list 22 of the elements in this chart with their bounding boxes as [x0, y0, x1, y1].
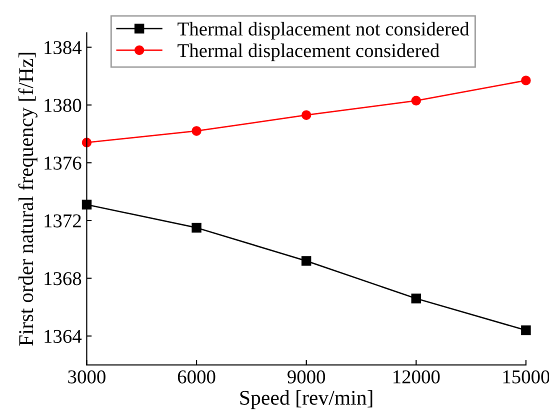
y-tick-label: 1364 — [44, 330, 82, 343]
x-tick-label: 3000 — [68, 370, 106, 384]
point — [521, 76, 531, 86]
point — [411, 96, 422, 106]
x-tick-label: 12000 — [394, 370, 440, 384]
y-tick-label: 1368 — [44, 272, 82, 286]
legend-label: Thermal displacement not considered — [178, 22, 470, 40]
x-tick-label: 6000 — [178, 370, 216, 384]
point — [411, 294, 422, 304]
point — [192, 222, 202, 233]
point — [301, 110, 312, 120]
point — [301, 256, 312, 266]
x-tick-label: 9000 — [288, 370, 326, 384]
y-axis-title: First order natural frequency [f/Hz] — [18, 52, 38, 346]
y-tick-label: 1384 — [44, 41, 82, 54]
y-tick-label: 1372 — [44, 214, 81, 228]
x-axis-title: Speed [rev/min] — [240, 390, 372, 410]
y-tick-label: 1376 — [44, 156, 82, 170]
y-tick-label: 1380 — [44, 98, 82, 112]
point — [521, 325, 531, 336]
legend-label: Thermal displacement considered — [178, 44, 440, 62]
point — [192, 126, 202, 136]
